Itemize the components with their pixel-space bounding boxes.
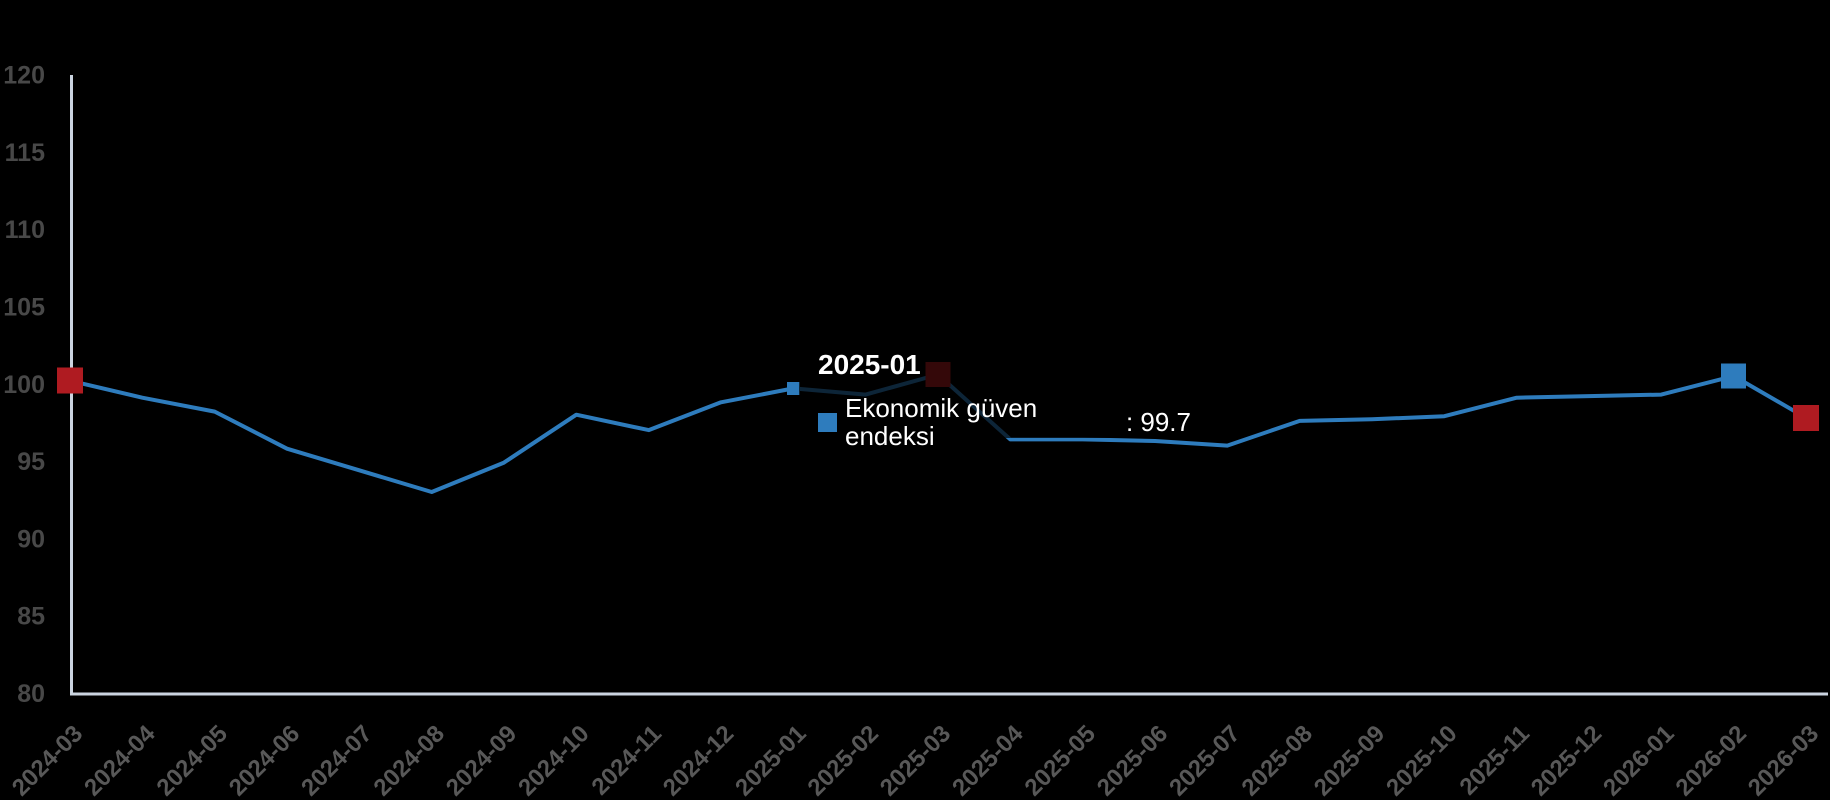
x-axis-label: 2025-08 <box>1237 720 1318 800</box>
x-axis-label: 2024-11 <box>586 720 666 800</box>
hover-marker-2025-01[interactable] <box>786 381 800 395</box>
y-axis-label: 105 <box>3 293 45 321</box>
y-axis-label: 80 <box>17 680 45 708</box>
y-axis-label: 85 <box>17 603 45 631</box>
x-axis-label: 2024-03 <box>7 720 88 800</box>
tooltip-date: 2025-01 <box>818 349 921 380</box>
series-legend-swatch <box>818 412 837 432</box>
x-axis-label: 2025-09 <box>1309 720 1390 800</box>
x-axis-label: 2024-05 <box>152 720 233 800</box>
marker-2026-03[interactable] <box>1793 404 1819 431</box>
x-axis-label: 2025-05 <box>1020 720 1101 800</box>
tooltip-series-label: Ekonomik güven endeksi <box>845 393 1038 451</box>
x-axis-label: 2024-09 <box>441 720 522 800</box>
x-axis-label: 2026-01 <box>1598 720 1679 800</box>
x-axis-label: 2024-07 <box>296 720 377 800</box>
y-axis-label: 90 <box>17 525 45 553</box>
x-axis-label: 2025-07 <box>1164 720 1245 800</box>
x-axis-label: 2025-02 <box>803 720 884 800</box>
x-axis-label: 2025-03 <box>875 720 956 800</box>
x-axis-label: 2026-02 <box>1671 720 1752 800</box>
x-axis-label: 2025-11 <box>1454 720 1534 800</box>
y-axis-label: 110 <box>5 216 45 244</box>
tooltip-separator: : <box>1125 407 1141 437</box>
x-axis-label: 2025-01 <box>730 720 811 800</box>
y-axis-label: 95 <box>17 448 45 476</box>
x-axis-label: 2024-10 <box>513 720 594 800</box>
x-axis-label: 2024-04 <box>79 720 161 800</box>
marker-2024-03[interactable] <box>57 367 83 394</box>
tooltip-series-row: Ekonomik güven endeksi: 99.7 <box>818 394 1191 450</box>
x-axis-label: 2024-06 <box>224 720 305 800</box>
x-axis-label: 2025-12 <box>1526 720 1607 800</box>
y-axis-label: 115 <box>5 139 45 167</box>
x-axis-label: 2025-10 <box>1381 720 1462 800</box>
y-axis-label: 120 <box>3 62 45 90</box>
x-axis-label: 2025-06 <box>1092 720 1173 800</box>
x-axis-label: 2025-04 <box>947 720 1029 800</box>
x-axis-label: 2024-08 <box>369 720 450 800</box>
x-axis-label: 2026-03 <box>1743 720 1824 800</box>
tooltip: 2025-01 Ekonomik güven endeksi: 99.7 <box>799 340 1191 450</box>
marker-2026-02[interactable] <box>1721 363 1747 389</box>
y-axis-label: 100 <box>3 371 45 399</box>
x-axis-label: 2024-12 <box>658 720 739 800</box>
tooltip-value: 99.7 <box>1140 407 1191 437</box>
